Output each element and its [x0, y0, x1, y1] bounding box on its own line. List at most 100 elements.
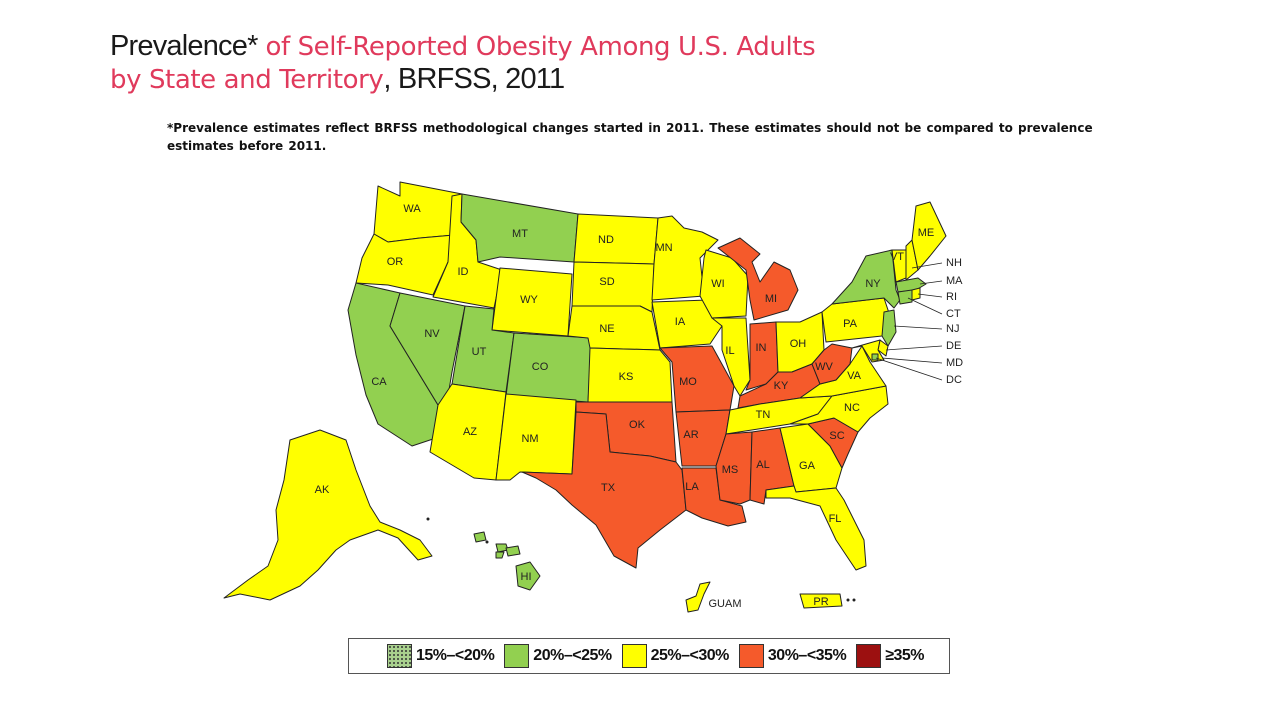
state-AZ — [429, 383, 507, 481]
label-DE: DE — [946, 340, 961, 352]
label-TN: TN — [756, 409, 771, 421]
label-OK: OK — [629, 419, 646, 431]
label-MI: MI — [765, 293, 777, 305]
state-CT — [897, 289, 913, 305]
label-CO: CO — [532, 361, 549, 373]
label-SC: SC — [829, 430, 844, 442]
label-GA: GA — [799, 460, 816, 472]
label-CT: CT — [946, 308, 961, 320]
label-MT: MT — [512, 228, 528, 240]
label-FL: FL — [829, 513, 842, 525]
label-AR: AR — [683, 429, 698, 441]
label-ME: ME — [918, 227, 935, 239]
label-MS: MS — [722, 464, 739, 476]
label-KS: KS — [619, 371, 634, 383]
legend-item-30-35: 30%–<35% — [738, 644, 847, 668]
state-HI — [515, 561, 541, 591]
label-NH: NH — [946, 257, 962, 269]
state-HI-isle-1 — [473, 531, 487, 543]
label-VT: VT — [890, 251, 904, 263]
label-IA: IA — [675, 316, 686, 328]
state-HI-isle-4 — [495, 551, 505, 559]
label-MA: MA — [946, 275, 963, 287]
label-WI: WI — [711, 278, 724, 290]
state-WV — [811, 343, 853, 385]
state-IL — [711, 317, 751, 397]
label-AK: AK — [315, 484, 330, 496]
label-WV: WV — [815, 361, 833, 373]
label-NM: NM — [521, 433, 538, 445]
legend-label: 30%–<35% — [767, 647, 847, 664]
state-HI-isle-3 — [505, 545, 521, 557]
label-TX: TX — [601, 482, 616, 494]
label-UT: UT — [472, 346, 487, 358]
label-VA: VA — [847, 370, 862, 382]
legend-swatch — [621, 644, 647, 668]
state-CO — [505, 332, 593, 403]
legend-swatch — [856, 644, 882, 668]
label-ID: ID — [458, 266, 469, 278]
label-NY: NY — [865, 278, 881, 290]
label-MN: MN — [655, 242, 672, 254]
state-MI — [717, 237, 799, 321]
label-PA: PA — [843, 318, 858, 330]
label-AZ: AZ — [463, 426, 477, 438]
legend-swatch — [504, 644, 530, 668]
title-part-2: of Self-Reported Obesity Among U.S. Adul… — [257, 32, 816, 62]
label-MO: MO — [679, 376, 697, 388]
legend-label: ≥35% — [885, 647, 924, 664]
label-HI: HI — [521, 571, 532, 583]
title-part-3: by State and Territory — [110, 65, 384, 95]
state-NJ — [881, 309, 897, 347]
label-SD: SD — [599, 276, 614, 288]
label-AL: AL — [756, 459, 769, 471]
label-OH: OH — [790, 338, 807, 350]
state-labels: WA OR CA NV ID MT WY UT CO AZ NM ND SD N… — [315, 203, 935, 610]
island-dot — [846, 598, 850, 602]
legend-item-20-25: 20%–<25% — [504, 644, 612, 668]
state-GUAM — [685, 581, 711, 613]
state-PR — [799, 593, 843, 609]
title-part-1: Prevalence* — [110, 30, 258, 62]
state-NY — [831, 249, 901, 309]
label-NJ: NJ — [946, 323, 959, 335]
footnote: *Prevalence estimates reflect BRFSS meth… — [167, 121, 1093, 153]
label-MD: MD — [946, 357, 963, 369]
label-NV: NV — [424, 328, 440, 340]
label-LA: LA — [685, 481, 699, 493]
label-WA: WA — [403, 203, 421, 215]
label-NC: NC — [844, 402, 860, 414]
state-AK — [223, 429, 433, 601]
legend-item-35-plus: ≥35% — [856, 644, 924, 668]
island-dot — [426, 517, 430, 521]
legend: 15%–<20% 20%–<25% 25%–<30% 30%–<35% ≥35% — [348, 638, 950, 674]
legend-label: 25%–<30% — [650, 647, 730, 664]
state-ND — [573, 213, 659, 265]
state-TX — [521, 411, 687, 569]
label-WY: WY — [520, 294, 538, 306]
state-ME — [911, 201, 947, 271]
label-KY: KY — [774, 380, 789, 392]
label-OR: OR — [387, 256, 404, 268]
label-IL: IL — [725, 345, 734, 357]
state-KS — [587, 347, 673, 403]
label-CA: CA — [371, 376, 387, 388]
label-RI: RI — [946, 291, 957, 303]
island-dot — [852, 598, 856, 602]
legend-label: 15%–<20% — [416, 647, 495, 664]
legend-swatch — [387, 644, 412, 668]
callout-labels: NH MA RI CT NJ DE MD DC — [946, 257, 963, 386]
island-dot — [485, 540, 489, 544]
state-RI — [911, 287, 921, 301]
state-NM — [495, 393, 577, 481]
label-ND: ND — [598, 234, 614, 246]
legend-item-15-20: 15%–<20% — [387, 644, 495, 668]
legend-swatch — [738, 644, 764, 668]
label-GUAM: GUAM — [709, 598, 742, 610]
label-IN: IN — [756, 342, 767, 354]
label-NE: NE — [599, 323, 614, 335]
label-PR: PR — [813, 596, 828, 608]
state-DC — [871, 353, 879, 361]
label-DC: DC — [946, 374, 962, 386]
